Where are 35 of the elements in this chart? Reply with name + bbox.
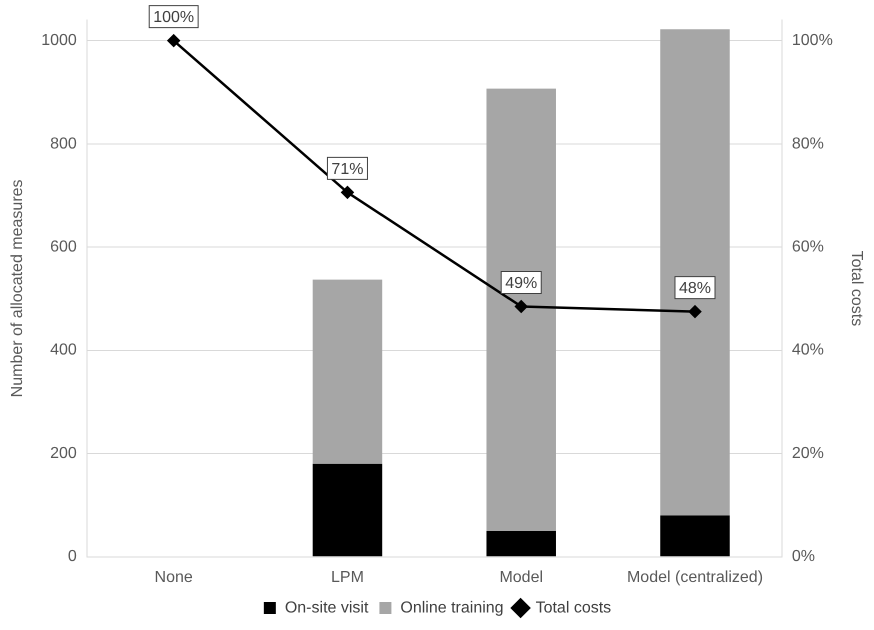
y2-axis-title: Total costs <box>848 250 865 326</box>
y-tick-label: 1000 <box>41 32 77 50</box>
legend-label: Total costs <box>536 599 612 616</box>
y-tick-label: 800 <box>50 135 77 152</box>
point <box>167 34 180 47</box>
y2-tick-label: 100% <box>792 32 833 50</box>
x-tick-label: Model <box>499 568 544 586</box>
data-label: 49% <box>505 274 538 292</box>
point <box>341 186 354 199</box>
bar <box>486 88 556 531</box>
data-label: 100% <box>153 9 194 26</box>
y-axis-title: Number of allocated measures <box>9 179 26 398</box>
x-tick-label: Model (centralized) <box>626 568 764 586</box>
x-tick-label: LPM <box>330 568 364 586</box>
bar <box>660 516 730 556</box>
bar <box>486 530 556 556</box>
y2-tick-label: 80% <box>792 135 824 152</box>
y2-tick-label: 20% <box>792 444 824 462</box>
data-label: 48% <box>678 280 712 298</box>
x-tick-label: None <box>154 568 193 586</box>
data-label: 71% <box>331 160 364 178</box>
y2-tick-label: 0% <box>792 548 816 566</box>
y2-tick-label: 40% <box>792 342 824 359</box>
legend-label: Online training <box>400 599 504 616</box>
point <box>688 305 702 318</box>
y-tick-label: 0 <box>68 548 77 566</box>
bar <box>660 29 730 516</box>
legend-label: On-site visit <box>284 599 369 616</box>
y2-tick-label: 60% <box>792 238 824 256</box>
y-tick-label: 400 <box>50 342 77 359</box>
y-tick-label: 200 <box>50 444 77 462</box>
bar <box>312 464 382 556</box>
y-tick-label: 600 <box>50 238 77 256</box>
bar <box>312 280 382 464</box>
point <box>514 300 528 313</box>
